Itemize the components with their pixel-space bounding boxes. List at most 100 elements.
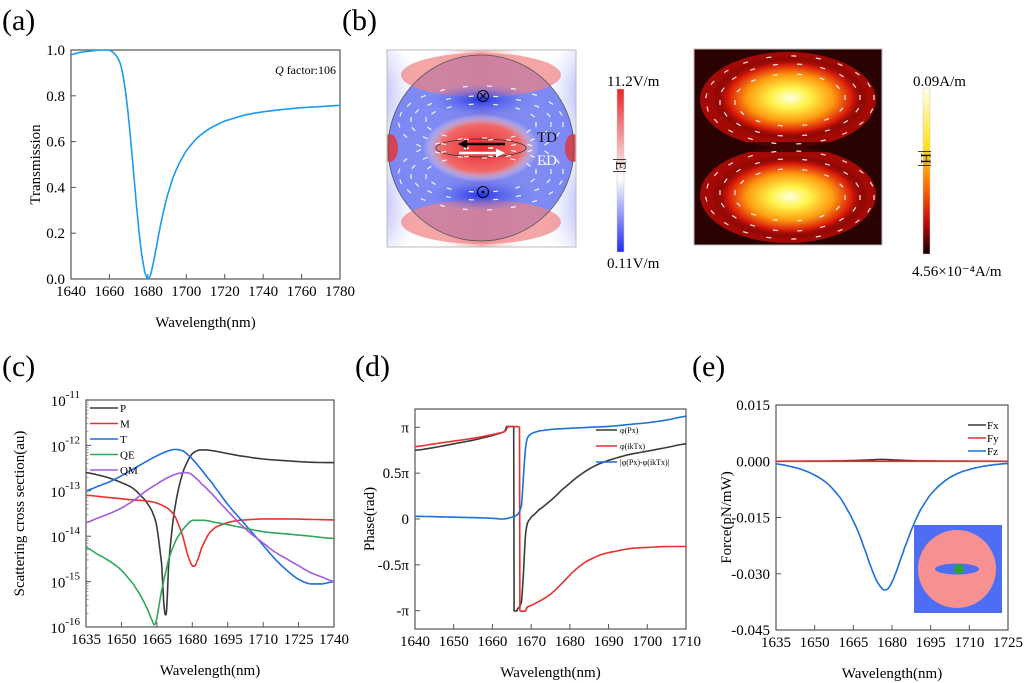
x-tick-label: 1700 bbox=[171, 284, 201, 300]
x-tick-label: 1710 bbox=[954, 635, 984, 651]
legend-label: T bbox=[120, 434, 127, 446]
plot-frame bbox=[70, 49, 341, 280]
field-vector-arrow bbox=[723, 178, 728, 184]
field-vector-arrow bbox=[720, 87, 725, 93]
x-tick-label: 1650 bbox=[439, 634, 469, 650]
field-vector-arrow bbox=[411, 164, 416, 170]
field-vector-arrow bbox=[420, 94, 426, 99]
x-tick-label: 1760 bbox=[287, 284, 317, 300]
plot-frame bbox=[414, 408, 687, 630]
field-vector-arrow bbox=[397, 122, 401, 128]
field-vector-arrow bbox=[802, 124, 808, 126]
panel-label-c: (c) bbox=[2, 350, 35, 383]
field-vector-arrow bbox=[542, 161, 548, 166]
field-vector-arrow bbox=[802, 134, 808, 137]
y-tick-label: 10-13 bbox=[50, 480, 80, 501]
field-vector-arrow bbox=[515, 107, 521, 110]
y-tick-label: 0.015 bbox=[736, 398, 770, 414]
field-vector-arrow bbox=[526, 129, 531, 134]
field-vector-arrow bbox=[542, 130, 548, 135]
field-vector-arrow bbox=[824, 163, 830, 166]
field-vector-arrow bbox=[426, 126, 432, 131]
field-vector-arrow bbox=[515, 98, 522, 102]
field-vector-arrow bbox=[457, 138, 463, 140]
series-line-qm bbox=[85, 471, 335, 583]
y-tick-label: 0.000 bbox=[736, 454, 770, 470]
field-vector-arrow bbox=[406, 102, 412, 107]
field-vector-arrow bbox=[515, 194, 522, 198]
field-vector-arrow bbox=[839, 217, 844, 222]
panel-label-d: (d) bbox=[355, 350, 390, 383]
x-tick-label: 1640 bbox=[56, 284, 86, 300]
y-tick-label: -0.015 bbox=[731, 511, 770, 527]
field-vector-arrow bbox=[731, 214, 737, 219]
field-vector-arrow bbox=[837, 228, 843, 232]
field-vector-arrow bbox=[723, 111, 728, 117]
field-vector-arrow bbox=[802, 158, 808, 161]
field-vector-arrow bbox=[772, 63, 778, 66]
field-vector-arrow bbox=[855, 219, 860, 224]
series-line-qe bbox=[85, 519, 335, 626]
field-vector-arrow bbox=[852, 206, 857, 212]
field-vector-arrow bbox=[403, 157, 408, 163]
field-vector-arrow bbox=[534, 188, 540, 192]
field-vector-arrow bbox=[771, 142, 777, 145]
field-vector-arrow bbox=[855, 71, 860, 76]
field-vector-arrow bbox=[750, 213, 756, 216]
field-vector-arrow bbox=[515, 186, 521, 189]
field-vector-arrow bbox=[556, 158, 560, 164]
y-tick-label: 10-16 bbox=[50, 616, 80, 637]
field-vector-arrow bbox=[859, 121, 864, 126]
field-vector-arrow bbox=[736, 168, 741, 173]
field-vector-arrow bbox=[414, 109, 420, 114]
field-vector-arrow bbox=[406, 189, 412, 194]
x-tick-label: 1695 bbox=[213, 632, 243, 648]
field-vector-arrow bbox=[705, 196, 708, 202]
field-vector-arrow bbox=[754, 130, 760, 134]
field-vector-arrow bbox=[750, 79, 756, 82]
field-vector-arrow bbox=[867, 82, 871, 88]
field-vector-arrow bbox=[558, 111, 563, 116]
plot-frame bbox=[85, 399, 335, 628]
field-vector-arrow bbox=[777, 124, 783, 127]
field-vector-arrow bbox=[510, 206, 516, 209]
field-vector-arrow bbox=[527, 149, 533, 153]
field-vector-arrow bbox=[556, 132, 560, 138]
field-vector-arrow bbox=[728, 162, 734, 166]
field-vector-arrow bbox=[720, 202, 725, 208]
field-vector-arrow bbox=[441, 159, 447, 162]
field-vector-arrow bbox=[462, 85, 468, 88]
legend-label: φ(ikTx) bbox=[620, 442, 645, 451]
field-vector-arrow bbox=[446, 187, 452, 190]
field-vector-arrow bbox=[530, 178, 536, 183]
field-vector-arrow bbox=[546, 178, 551, 184]
field-vector-arrow bbox=[815, 235, 821, 238]
field-vector-arrow bbox=[399, 111, 403, 117]
chart-e: 1635 1650 1665 1680 1695 1710 1725 0.015 0.000 -0… bbox=[719, 398, 1023, 682]
field-vector-arrow bbox=[427, 190, 433, 194]
field-vector-arrow bbox=[747, 154, 753, 158]
field-vector-arrow bbox=[824, 174, 830, 177]
field-vector-arrow bbox=[505, 139, 512, 142]
y-tick-label: 0 bbox=[402, 512, 410, 528]
field-vector-arrow bbox=[750, 224, 756, 227]
y-axis-label: Phase(rad) bbox=[362, 487, 378, 551]
x-tick-label: 1680 bbox=[877, 635, 907, 651]
y-tick-label: 0.8 bbox=[46, 89, 65, 105]
field-vector-arrow bbox=[837, 63, 843, 67]
legend-label: φ(Px) bbox=[620, 426, 639, 435]
y-axis-label: Transmission bbox=[28, 124, 44, 205]
field-vector-arrow bbox=[820, 139, 826, 142]
panel-label-b: (b) bbox=[342, 4, 377, 37]
field-vector-arrow bbox=[440, 150, 447, 154]
legend-label: P bbox=[120, 403, 126, 415]
y-tick-label: 10-14 bbox=[50, 525, 80, 546]
field-vector-arrow bbox=[842, 131, 848, 135]
x-tick-label: 1710 bbox=[248, 632, 278, 648]
legend-label: Fy bbox=[987, 433, 999, 445]
field-vector-arrow bbox=[431, 110, 436, 115]
q-factor-annotation: Q factor:106 bbox=[275, 63, 336, 77]
x-tick-label: 1680 bbox=[555, 634, 585, 650]
field-vector-arrow bbox=[529, 138, 535, 142]
panel-label-e: (e) bbox=[692, 350, 725, 383]
